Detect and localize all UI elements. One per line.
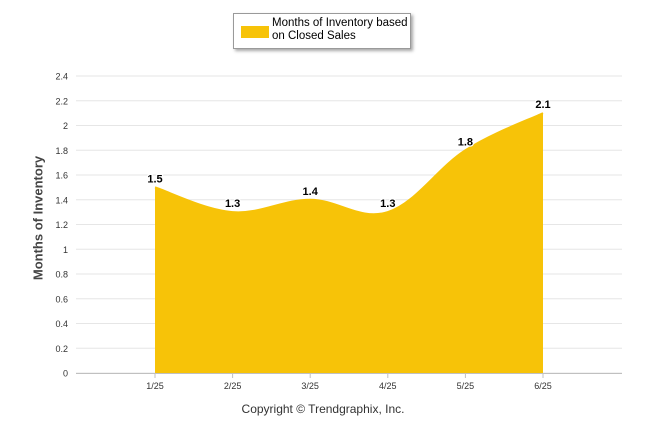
series-line	[154, 112, 544, 216]
y-tick-label: 1.4	[55, 195, 68, 205]
data-label: 2.1	[535, 99, 550, 111]
legend[interactable]: Months of Inventory based on Closed Sale…	[233, 13, 411, 49]
data-label: 1.5	[147, 173, 162, 185]
copyright-credit: Copyright © Trendgraphix, Inc.	[241, 402, 405, 416]
x-tick-label: 2/25	[224, 381, 242, 391]
data-label: 1.3	[225, 198, 240, 210]
y-axis: 0 0.2 0.4 0.6 0.8 1 1.2 1.4 1.6 1.8 2 2.2 2.4	[55, 72, 68, 379]
x-tick-label: 1/25	[146, 381, 164, 391]
y-tick-label: 0.6	[55, 294, 68, 304]
y-tick-label: 2.2	[55, 96, 68, 106]
x-tick-label: 3/25	[301, 381, 319, 391]
area-series	[154, 112, 544, 373]
y-tick-label: 1.2	[55, 220, 68, 230]
y-tick-label: 0	[63, 369, 68, 379]
y-tick-label: 2	[63, 121, 68, 131]
data-label: 1.4	[303, 186, 319, 198]
x-axis: 1/25 2/25 3/25 4/25 5/25 6/25	[76, 373, 622, 391]
y-axis-title: Months of Inventory	[30, 155, 46, 281]
y-tick-label: 0.2	[55, 344, 68, 354]
y-tick-label: 1.6	[55, 171, 68, 181]
area-fill	[155, 113, 543, 373]
legend-label: Months of Inventory based on Closed Sale…	[272, 17, 408, 42]
x-tick-label: 6/25	[534, 381, 552, 391]
y-tick-label: 1.8	[55, 146, 68, 156]
x-tick-label: 4/25	[379, 381, 397, 391]
data-label: 1.3	[380, 198, 395, 210]
legend-swatch	[241, 26, 269, 38]
y-tick-label: 0.4	[55, 319, 68, 329]
x-tick-label: 5/25	[457, 381, 475, 391]
y-tick-label: 2.4	[55, 72, 68, 82]
y-tick-label: 0.8	[55, 270, 68, 280]
y-tick-label: 1	[63, 245, 68, 255]
data-labels: 1.5 1.3 1.4 1.3 1.8 2.1	[146, 98, 552, 212]
data-label: 1.8	[458, 136, 473, 148]
